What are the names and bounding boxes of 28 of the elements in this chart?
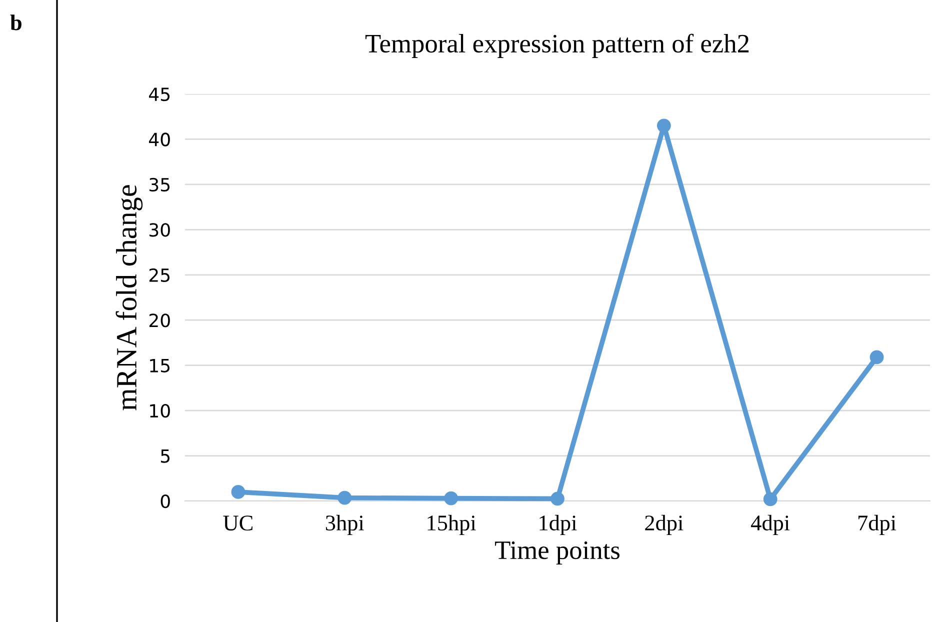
x-tick-label: 3hpi (326, 514, 364, 536)
y-axis-title: mRNA fold change (116, 185, 143, 410)
x-tick-label: 1dpi (540, 514, 577, 536)
x-tick-label: 2dpi (645, 514, 684, 536)
x-tick-label: 15hpi (428, 514, 476, 536)
x-axis-title: Time points (495, 541, 620, 565)
point (550, 492, 564, 506)
y-tick-label: 30 (150, 223, 170, 237)
point (444, 491, 458, 506)
x-tick-label: UC (223, 516, 252, 531)
y-tick-label: 0 (160, 494, 170, 508)
point (231, 485, 246, 499)
x-tick-label: 4dpi (751, 514, 790, 536)
y-tick-label: 10 (150, 404, 170, 418)
y-tick-label: 25 (149, 268, 170, 282)
point (656, 118, 671, 133)
point (763, 492, 778, 506)
y-tick-label: 20 (149, 314, 170, 328)
y-tick-label: 35 (150, 178, 170, 192)
point (338, 490, 352, 505)
x-tick-label: 7dpi (858, 514, 896, 536)
y-tick-label: 15 (150, 359, 170, 372)
point (870, 350, 884, 364)
y-tick-label: 45 (149, 88, 170, 102)
text: b (10, 14, 22, 30)
chart-title: Temporal expression pattern of ezh2 (365, 34, 749, 58)
y-tick-label: 5 (161, 449, 170, 463)
y-tick-label: 40 (149, 132, 170, 146)
